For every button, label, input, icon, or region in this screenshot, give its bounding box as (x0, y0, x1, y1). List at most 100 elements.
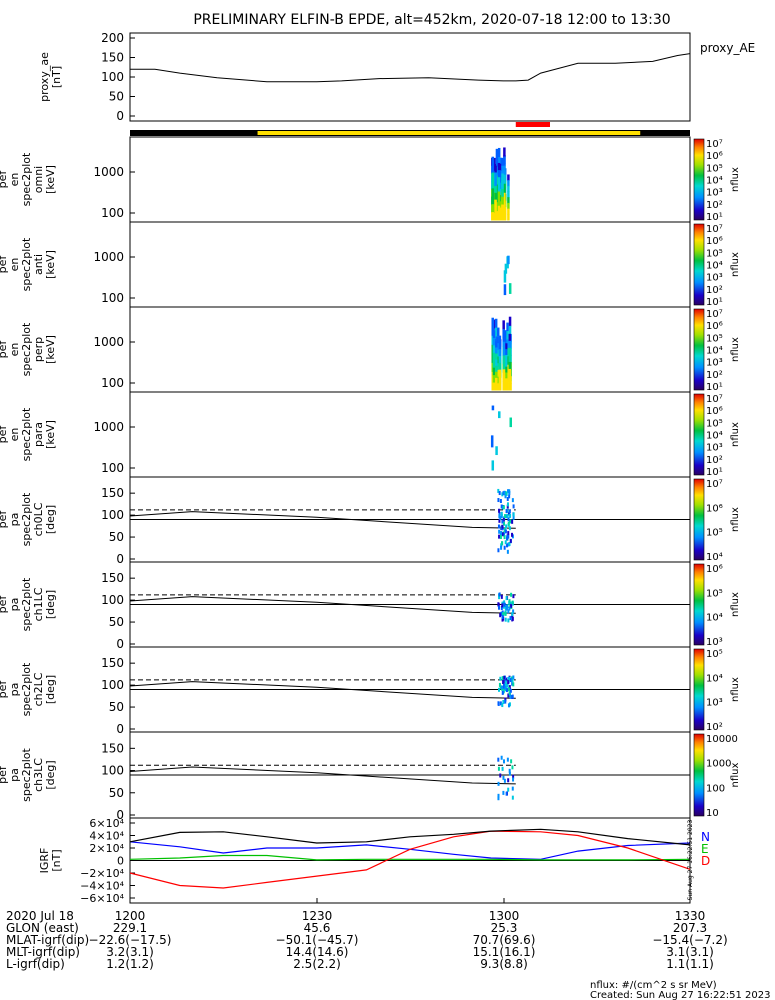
colorbar (693, 648, 705, 731)
colorbar-tick-label: 10⁴ (706, 346, 723, 357)
spectrogram-pixel (497, 198, 501, 207)
pa-spectrogram-pixel (497, 602, 500, 607)
panel-ylabel: pa (8, 683, 21, 697)
spectrogram-pixel (498, 362, 502, 371)
spectrogram-pixel (495, 383, 498, 391)
colorbar-tick-label: 10⁴ (706, 552, 723, 563)
colorbar-tick-label: 10⁵ (706, 528, 723, 539)
time-label: 1230 (302, 909, 333, 923)
pa-spectrogram-pixel (512, 675, 515, 680)
spectrogram-pixel (503, 165, 506, 176)
spectrogram-pixel (502, 348, 506, 357)
pa-spectrogram-pixel (501, 690, 504, 695)
pa-spectrogram-pixel (497, 766, 500, 771)
igrf-ytick-label: 4×10⁴ (89, 830, 124, 843)
pa-spectrogram-pixel (497, 498, 500, 503)
panel-ylabel: pef (0, 680, 9, 699)
igrf-ytick-label: 0 (117, 855, 124, 868)
pa-spectrogram-pixel (507, 703, 510, 708)
colorbar-tick-label: 10⁴ (706, 613, 723, 624)
pa-spectrogram-pixel (507, 787, 510, 792)
pa-spectrogram-pixel (506, 502, 509, 507)
spectrogram-pixel (495, 211, 499, 221)
pa-spectrogram-pixel (508, 511, 511, 516)
annotation-row-label: 2020 Jul 18 (6, 909, 74, 923)
spectrogram-pixel (492, 337, 496, 346)
pa-spectrogram-pixel (507, 531, 510, 536)
colorbar-tick-label: 10⁶ (706, 406, 723, 417)
time-label: 1330 (675, 909, 706, 923)
pa-spectrogram-pixel (507, 618, 510, 623)
spectrogram-pixel (492, 352, 496, 361)
spectrogram-pixel (501, 173, 504, 182)
pa-spectrogram-pixel (509, 513, 512, 518)
spectrogram-pixel (491, 196, 495, 205)
pa-spectrogram-pixel (506, 543, 509, 548)
spectrogram-pixel (497, 184, 501, 192)
pa-spectrogram-pixel (504, 529, 507, 534)
proxy-ae-line (130, 53, 691, 83)
spectrogram-pixel (497, 156, 501, 167)
spectrogram-pixel (502, 320, 505, 330)
colorbar-tick-label: 10³ (706, 188, 723, 199)
annotation-value: 207.3 (673, 921, 707, 935)
pa-spectrogram-pixel (507, 517, 510, 522)
colorbar-tick-label: 10⁷ (706, 394, 723, 405)
time-label: 1300 (489, 909, 520, 923)
pa-spectrogram-pixel (508, 494, 511, 499)
pa-spectrogram-pixel (506, 496, 509, 501)
pa-spectrogram-pixel (511, 678, 514, 683)
pa-spectrogram-pixel (500, 504, 503, 509)
panel-ylabel: [deg] (44, 505, 57, 534)
spectrogram-pixel (491, 188, 495, 197)
colorbar-tick-label: 10⁵ (706, 248, 723, 259)
pa-spectrogram-pixel (511, 795, 514, 800)
spectrogram-pixel (499, 158, 502, 167)
loss-cone-line (129, 511, 516, 529)
pa-spectrogram-pixel (508, 691, 511, 696)
pa-spectrogram-pixel (501, 532, 504, 537)
panel-ylabel: spec2plot (20, 237, 33, 291)
annotation-value: 14.4(14.6) (286, 945, 349, 959)
spectrogram-pixel (495, 175, 499, 185)
spectrogram-pixel (494, 206, 497, 214)
pa-spectrogram-pixel (504, 494, 507, 499)
annotation-value: 229.1 (113, 921, 147, 935)
spectrogram-pixel (495, 341, 498, 348)
energy-ytick-label: 100 (101, 291, 124, 305)
panel-ylabel: spec2plot (20, 662, 33, 716)
pa-spectrogram-pixel (502, 699, 505, 704)
pa-spectrogram-pixel (504, 685, 507, 690)
spectrogram-pixel (506, 373, 509, 383)
colorbar-label: nflux (730, 252, 741, 277)
pa-ytick-label: 0 (116, 552, 124, 566)
pa-spectrogram-pixel (511, 786, 514, 791)
ae-ytick-label: 100 (101, 70, 124, 84)
panel-ylabel: pef (0, 255, 9, 274)
energy-ytick-label: 100 (101, 206, 124, 220)
igrf-ytick-label: 6×10⁴ (89, 817, 124, 830)
pa-spectrogram-pixel (498, 682, 501, 687)
colorbar (693, 223, 705, 306)
spectrogram-pixel (508, 283, 512, 294)
spectrogram-pixel (494, 327, 498, 338)
colorbar-tick-label: 10³ (706, 637, 723, 648)
pa-spectrogram-pixel (503, 545, 506, 550)
pa-ytick-label: 50 (109, 786, 124, 800)
pa-spectrogram-pixel (502, 790, 505, 795)
colorbar-label: nflux (730, 677, 741, 702)
spectrogram-pixel (495, 347, 498, 355)
spectrogram-pixel (496, 328, 500, 337)
loss-cone-line (129, 596, 516, 614)
pa-spectrogram-pixel (506, 757, 509, 762)
spectrogram-pixel (495, 371, 498, 379)
pa-spectrogram-pixel (508, 490, 511, 495)
colorbar-tick-label: 10³ (706, 273, 723, 284)
colorbar-tick-label: 10⁶ (706, 321, 723, 332)
annotation-value: 15.1(16.1) (473, 945, 536, 959)
annotation-value: 3.1(3.1) (666, 945, 714, 959)
colorbar-tick-label: 10 (706, 808, 719, 819)
spectrogram-pixel (494, 192, 497, 201)
spectrogram-pixel (498, 411, 501, 419)
spectrogram-pixel (503, 284, 507, 296)
